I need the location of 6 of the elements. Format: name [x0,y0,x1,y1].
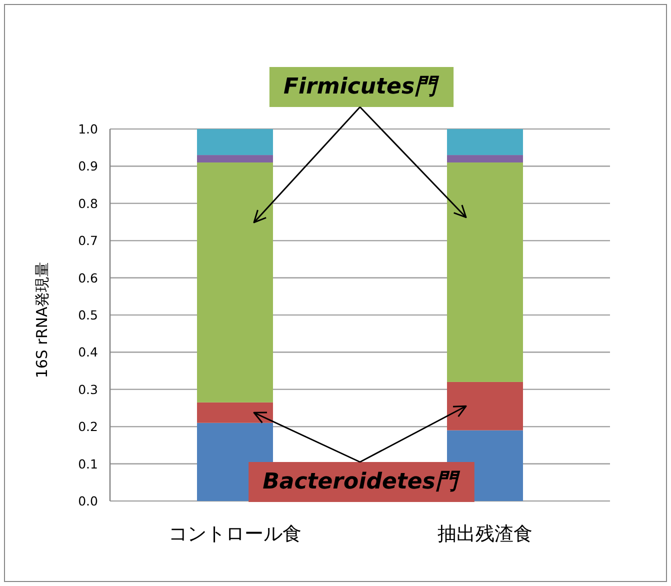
annotation: Firmicutes門 [269,67,454,107]
annotation: Bacteroidetes門 [248,462,474,502]
annotation: Bacteroidetes門 [262,470,460,494]
y-axis-title: 16S rRNA発現量 [33,262,51,378]
x-tick-label: 抽出残渣食 [438,523,532,545]
x-tick-label: コントロール食 [168,523,302,545]
